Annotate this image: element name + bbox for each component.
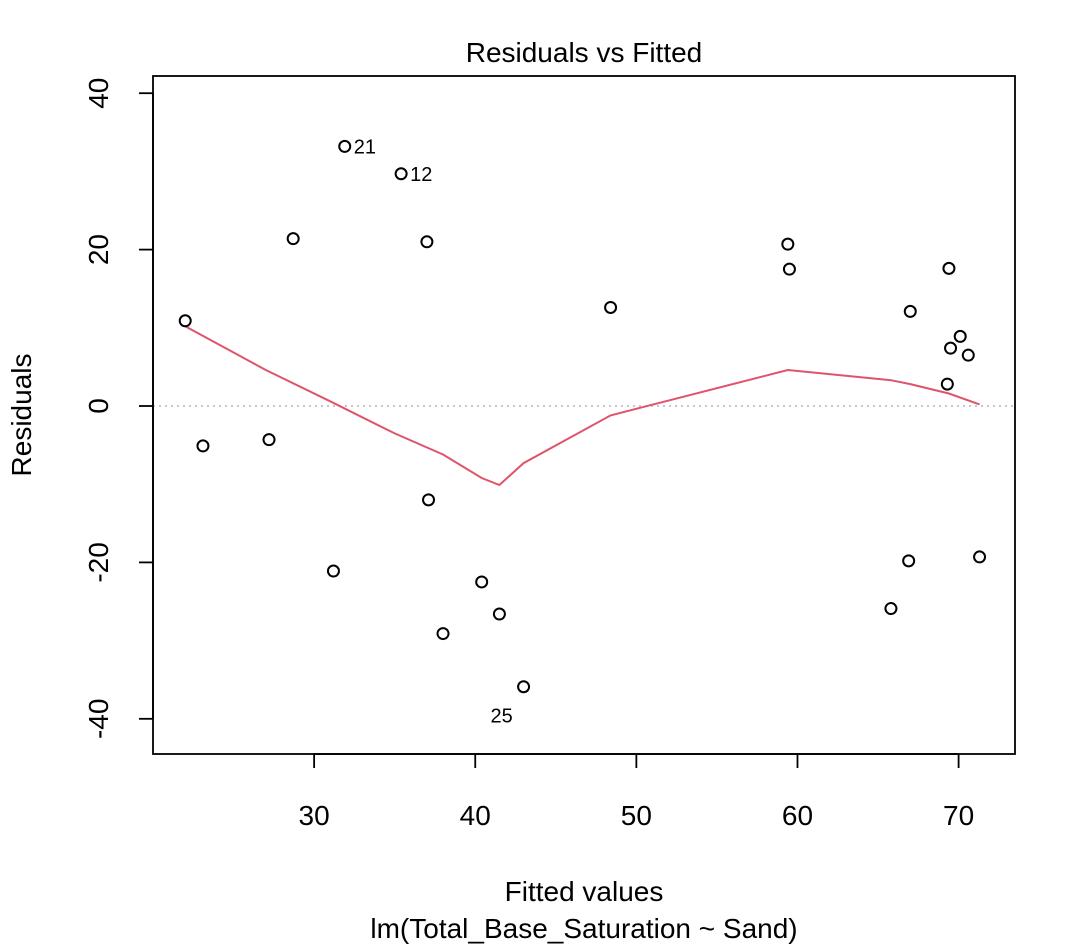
- data-point: [420, 235, 434, 249]
- y-tick-label: -20: [83, 542, 114, 582]
- data-point: [940, 377, 954, 391]
- data-point: [902, 554, 916, 568]
- data-point: [781, 237, 795, 251]
- point-label: 12: [410, 164, 432, 186]
- data-point: [196, 439, 210, 453]
- x-tick-label: 50: [621, 800, 652, 831]
- model-formula: lm(Total_Base_Saturation ~ Sand): [370, 913, 797, 944]
- data-point: [338, 139, 352, 153]
- x-axis: 30 40 50 60 70: [299, 753, 974, 831]
- data-point: [436, 627, 450, 641]
- y-tick-label: -40: [83, 699, 114, 739]
- data-point: [326, 564, 340, 578]
- data-point: [517, 680, 531, 694]
- data-point: [178, 314, 192, 328]
- x-tick-label: 70: [943, 800, 974, 831]
- data-point: [475, 575, 489, 589]
- point-label: 21: [354, 136, 376, 158]
- y-axis: -40 -20 0 20 40: [83, 78, 154, 739]
- y-tick-label: 0: [83, 398, 114, 414]
- data-point: [944, 341, 958, 355]
- x-tick-label: 40: [460, 800, 491, 831]
- data-point: [262, 433, 276, 447]
- data-point: [782, 262, 796, 276]
- x-tick-label: 30: [299, 800, 330, 831]
- data-point: [953, 329, 967, 343]
- point-label: 25: [490, 706, 512, 728]
- data-point: [286, 232, 300, 246]
- x-axis-label: Fitted values: [505, 876, 664, 907]
- y-tick-label: 40: [83, 78, 114, 109]
- data-point: [492, 607, 506, 621]
- chart-title: Residuals vs Fitted: [466, 37, 703, 68]
- data-points: 21 12 25: [178, 136, 987, 728]
- data-point: [903, 304, 917, 318]
- x-tick-label: 60: [782, 800, 813, 831]
- data-point: [942, 261, 956, 275]
- data-point: [884, 602, 898, 616]
- y-axis-label: Residuals: [6, 354, 37, 477]
- data-point: [422, 493, 436, 507]
- data-point: [604, 300, 618, 314]
- data-point: [961, 348, 975, 362]
- y-tick-label: 20: [83, 234, 114, 265]
- plot-frame: [152, 75, 1016, 755]
- smooth-line: [184, 325, 980, 487]
- data-point: [973, 550, 987, 564]
- data-point: [394, 167, 408, 181]
